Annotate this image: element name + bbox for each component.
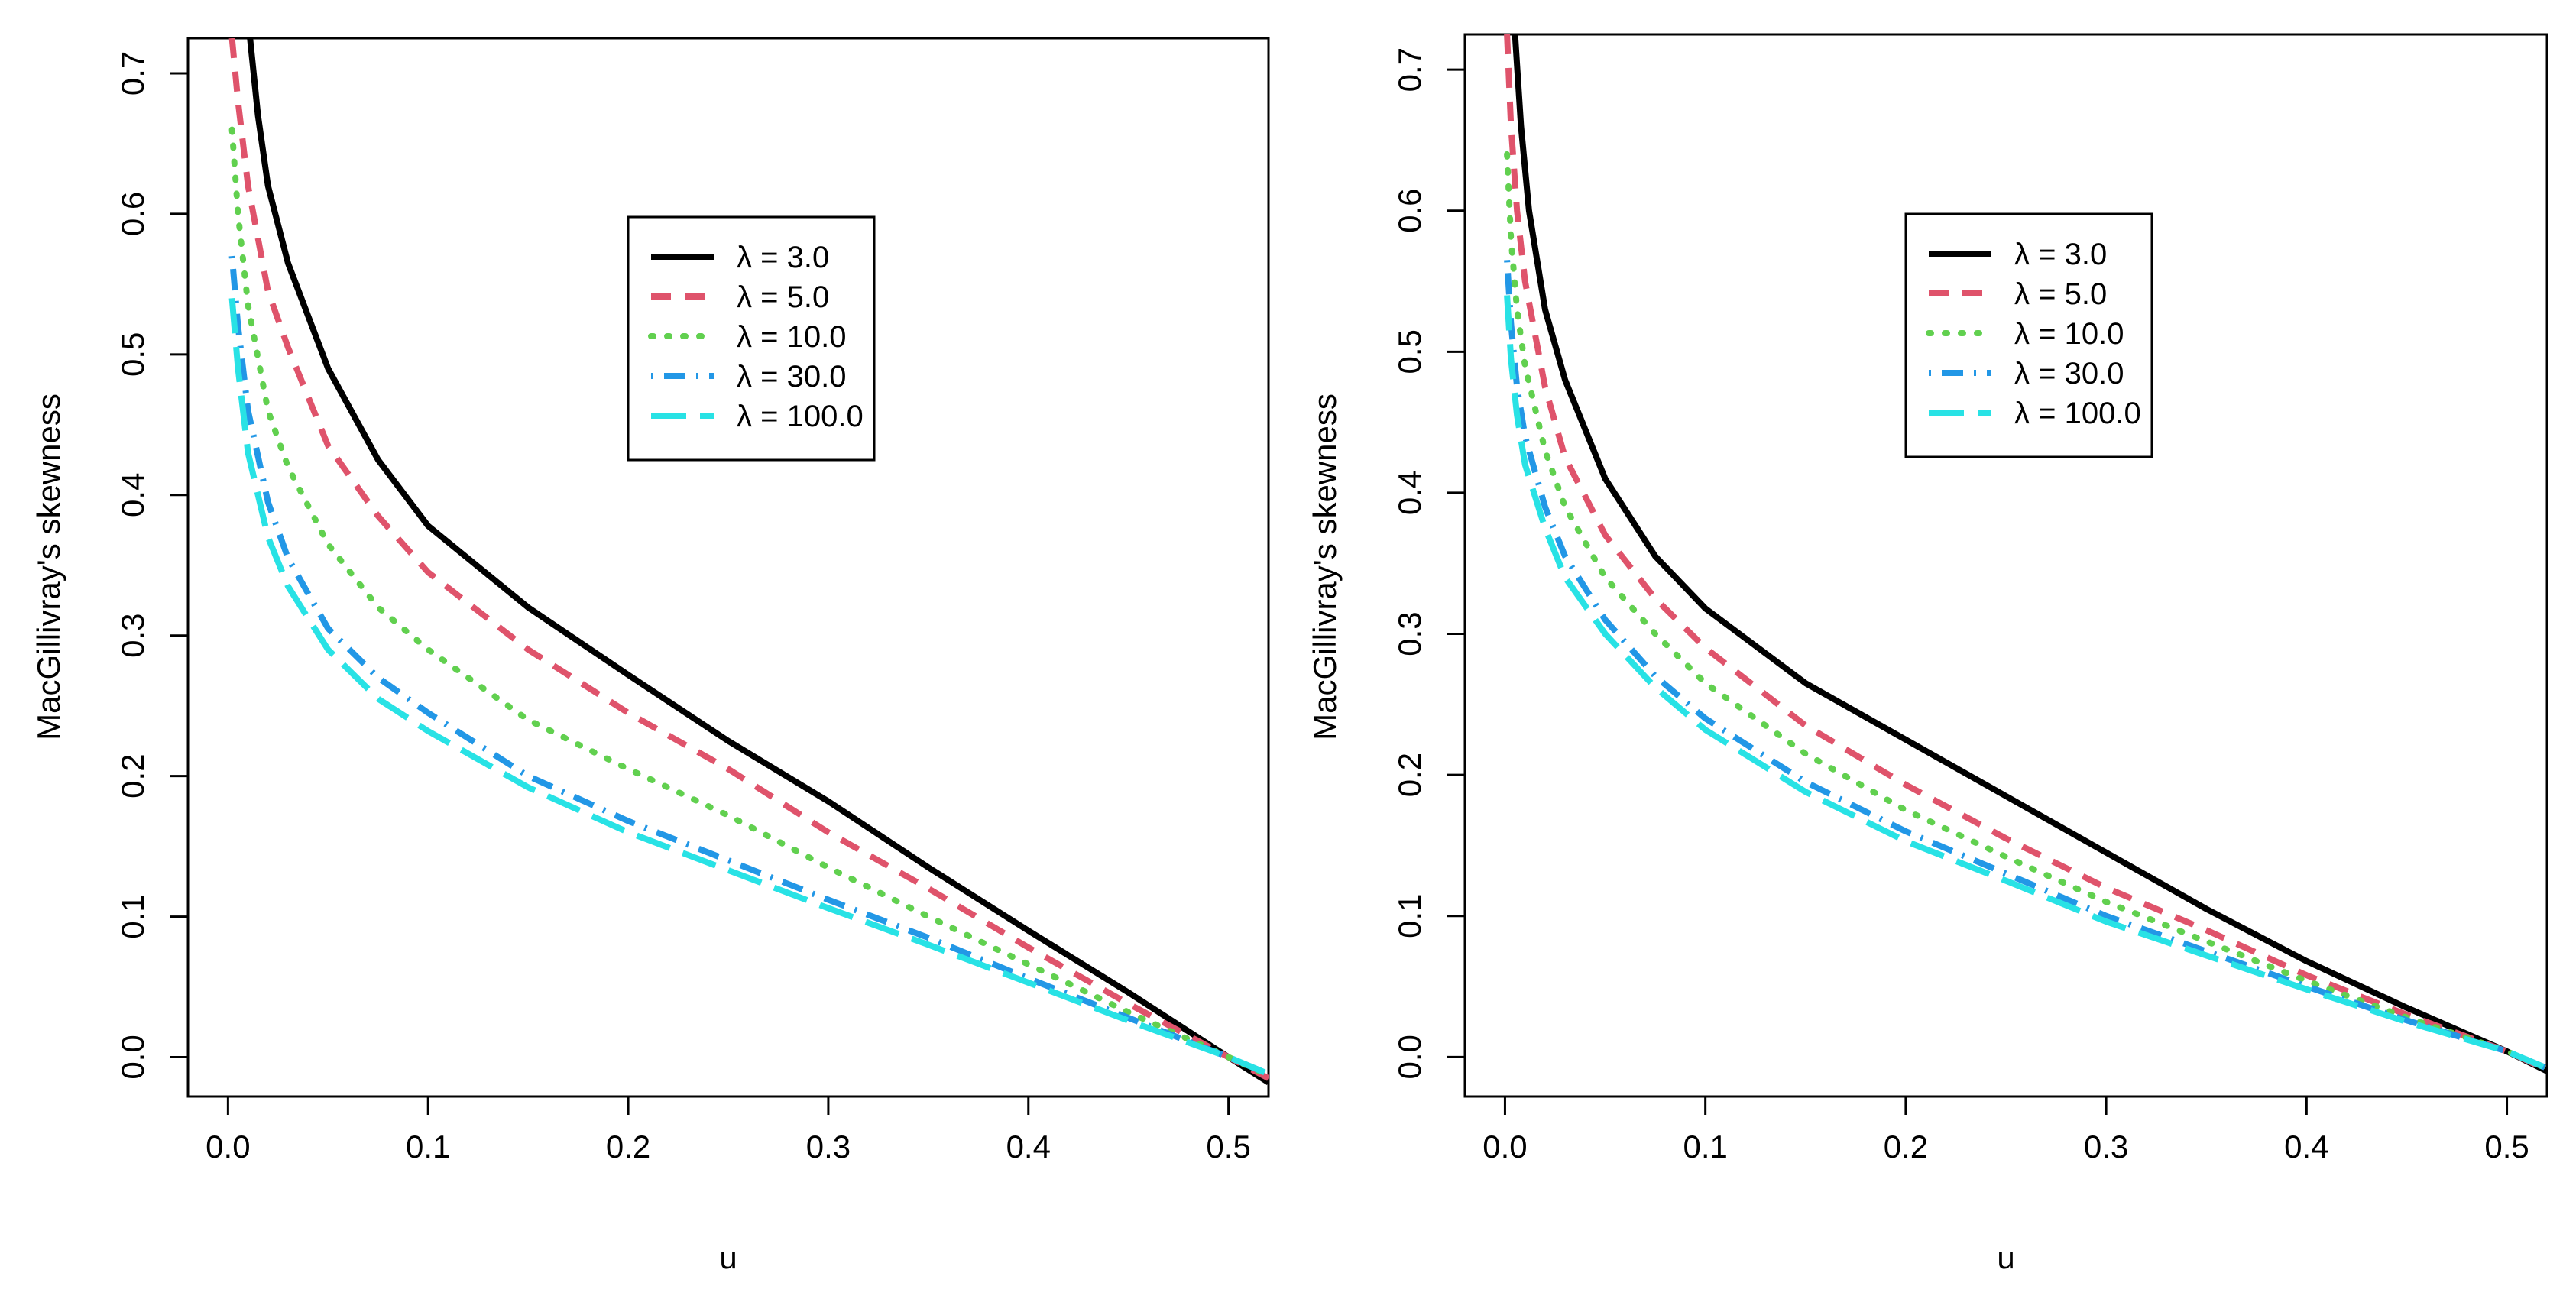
right-legend-label-4: λ = 100.0: [2014, 397, 2141, 430]
right-legend-label-3: λ = 30.0: [2014, 357, 2124, 390]
right-legend: λ = 3.0 λ = 5.0 λ = 10.0 λ = 30.0 λ = 100.0: [1904, 212, 2153, 458]
left-y-tick-label: 0.1: [115, 894, 151, 938]
right-y-tick-label: 0.6: [1392, 189, 1427, 233]
left-series-line-4: [228, 297, 1269, 1077]
left-y-tick-label: 0.7: [115, 51, 151, 96]
left-series-line-0: [247, 38, 1269, 1085]
left-panel: 0.0 0.1 0.2 0.3 0.4 0.5 0.0 0.1 0.2 0.3 0.4 0.5 0.6 0…: [31, 37, 1270, 1275]
left-y-tick-label: 0.2: [115, 753, 151, 798]
left-x-tick-label: 0.3: [806, 1129, 851, 1165]
right-x-tick-label: 0.2: [1884, 1129, 1928, 1165]
left-y-tick-label: 0.3: [115, 614, 151, 658]
left-y-tick-label: 0.6: [115, 192, 151, 236]
right-y-tick-label: 0.3: [1392, 611, 1427, 656]
right-y-tick-label: 0.0: [1392, 1035, 1427, 1079]
left-legend-label-2: λ = 10.0: [737, 320, 846, 354]
left-y-tick-label: 0.0: [115, 1035, 151, 1079]
right-y-tick-label: 0.2: [1392, 753, 1427, 797]
right-legend-label-0: λ = 3.0: [2014, 238, 2107, 271]
right-y-tick-label: 0.4: [1392, 471, 1427, 515]
right-series-line-3: [1504, 260, 2547, 1071]
right-y-tick-label: 0.7: [1392, 47, 1427, 92]
left-legend: λ = 3.0 λ = 5.0 λ = 10.0 λ = 30.0 λ = 100.0: [627, 215, 876, 462]
right-legend-label-2: λ = 10.0: [2014, 317, 2124, 351]
left-y-tick-label: 0.4: [115, 473, 151, 517]
left-y-tick-label: 0.5: [115, 332, 151, 377]
left-series-line-1: [228, 38, 1269, 1081]
left-legend-label-4: λ = 100.0: [737, 400, 864, 433]
left-series-group: [228, 38, 1269, 1085]
left-legend-label-0: λ = 3.0: [737, 241, 829, 274]
right-y-tick-label: 0.1: [1392, 894, 1427, 938]
left-x-tick-label: 0.4: [1006, 1129, 1051, 1165]
right-series-line-4: [1504, 295, 2547, 1071]
right-x-tick-label: 0.4: [2284, 1129, 2328, 1165]
right-x-axis-label: u: [1997, 1239, 2014, 1275]
left-legend-label-1: λ = 5.0: [737, 280, 829, 314]
left-x-tick-label: 0.2: [606, 1129, 650, 1165]
right-series-line-0: [1512, 34, 2547, 1074]
right-y-tick-label: 0.5: [1392, 329, 1427, 374]
right-panel: 0.0 0.1 0.2 0.3 0.4 0.5 0.0 0.1 0.2 0.3 0.4 0.5 0.6 0…: [1307, 33, 2548, 1275]
left-x-tick-label: 0.1: [406, 1129, 450, 1165]
right-series-group: [1504, 34, 2547, 1074]
right-x-tick-label: 0.1: [1683, 1129, 1727, 1165]
right-legend-label-1: λ = 5.0: [2014, 277, 2107, 311]
left-y-axis-label: MacGillivray's skewness: [31, 394, 66, 740]
right-axes: 0.0 0.1 0.2 0.3 0.4 0.5 0.0 0.1 0.2 0.3 0.4 0.5 0.6 0…: [1392, 47, 2529, 1165]
right-y-axis-label: MacGillivray's skewness: [1307, 394, 1343, 740]
right-x-tick-label: 0.3: [2084, 1129, 2128, 1165]
right-x-tick-label: 0.5: [2484, 1129, 2529, 1165]
left-x-axis-label: u: [719, 1239, 737, 1275]
right-series-line-1: [1504, 34, 2547, 1073]
left-x-tick-label: 0.5: [1206, 1129, 1250, 1165]
left-x-tick-label: 0.0: [206, 1129, 250, 1165]
right-x-tick-label: 0.0: [1482, 1129, 1527, 1165]
left-axes: 0.0 0.1 0.2 0.3 0.4 0.5 0.0 0.1 0.2 0.3 0.4 0.5 0.6 0…: [115, 51, 1251, 1165]
left-legend-label-3: λ = 30.0: [737, 360, 846, 394]
